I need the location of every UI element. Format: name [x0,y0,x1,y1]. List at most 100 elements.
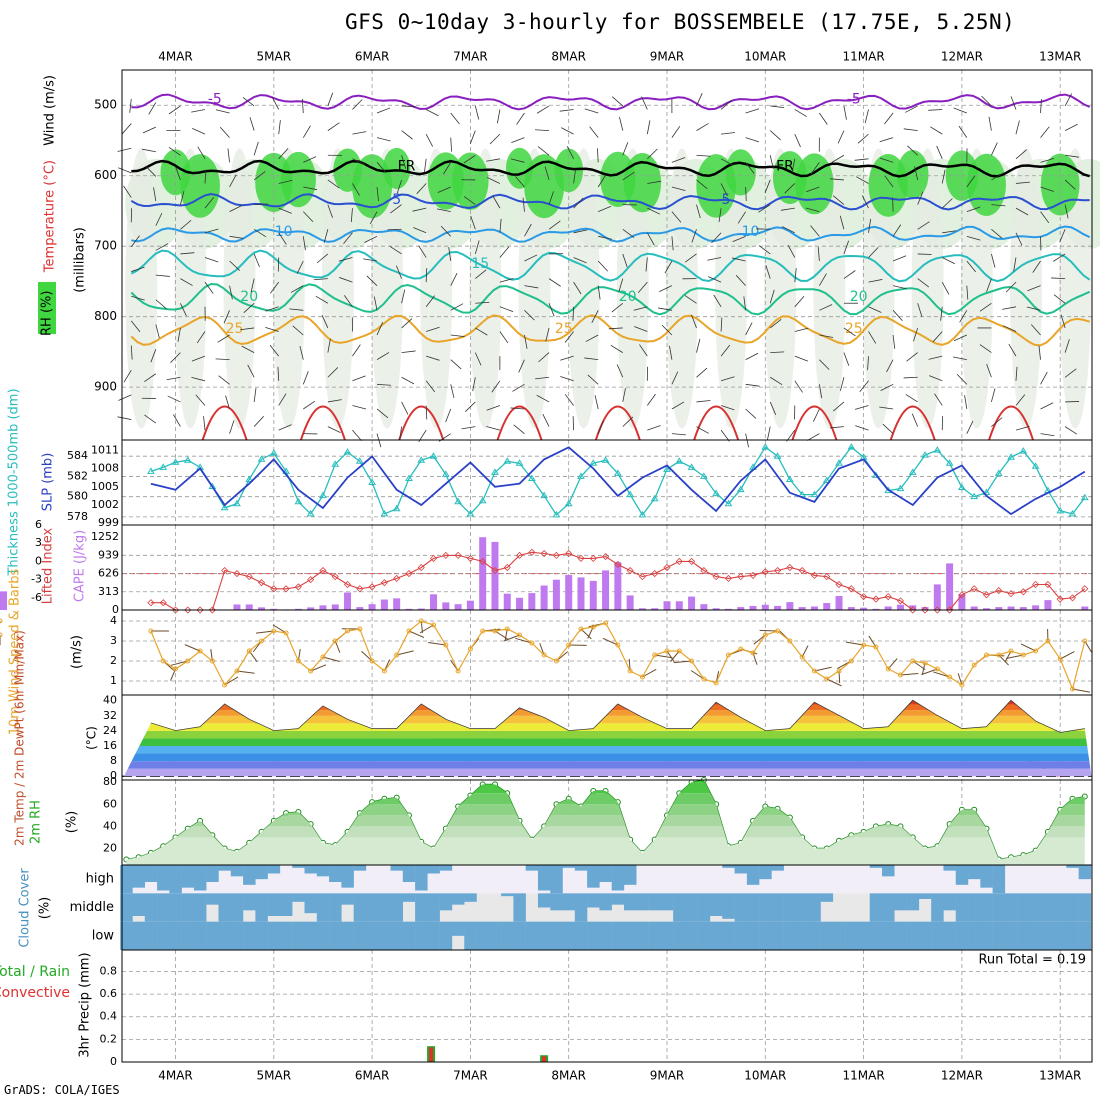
cape-bar [577,577,585,610]
wind-barb [1065,401,1080,403]
wind-barb [192,128,206,135]
wind-barb-10m [690,670,705,680]
thickness-point [392,504,401,512]
wind-barb [155,274,170,277]
thickness-line [150,446,1086,517]
wind-barb [610,344,623,353]
rh-background [122,70,1092,440]
wind-barb [269,281,280,294]
cape-bar [602,570,610,610]
wind-barb [745,108,760,114]
cloud-cell [279,893,293,916]
wind-barb [290,285,304,293]
wind-barb [986,363,992,378]
cloud-cell [697,921,711,950]
wind-barb [401,105,416,108]
thickness-point [626,490,635,498]
wind-speed-point [775,628,781,634]
lifted-index-point [1019,588,1027,596]
wind-barb [376,137,391,142]
lifted-index-point [1056,595,1064,603]
wind-barb [302,371,309,385]
thickness-point [724,499,733,507]
wind-barb [376,352,390,360]
isotherm-label: 5 [722,192,731,208]
wind-barb [537,146,550,156]
wind-barb [513,424,525,434]
lifted-index-point [761,568,769,576]
thickness-point [712,489,721,497]
cape-bar [638,608,646,610]
wind-speed-point [959,682,965,688]
run-total-label: Run Total = 0.19 [978,953,1086,968]
slp-tick-label: 1005 [91,480,119,493]
rh-green-blob [280,151,316,208]
rh-shade-tongue [616,148,649,429]
wind-barb [524,223,532,237]
lifted-index-point [221,566,229,575]
cloud-cell [501,893,514,897]
lifted-index-point [466,554,474,562]
lifted-index-point [417,563,425,572]
wind-barb [215,109,230,114]
wind-barb [854,158,869,161]
wind-barb [204,197,215,209]
wind-barb [942,230,957,234]
wind-barb [538,352,550,363]
wind-barb [991,388,996,403]
cape-bar [982,608,990,610]
cape-bar [724,608,732,610]
thickness-axis-label: Thickness 1000-500mb (dm) [7,388,22,576]
wind-barb [696,338,701,353]
wind-barb [464,401,476,412]
cape-bar [946,563,954,610]
wind-barb [327,179,340,189]
lifted-index-point [909,606,917,614]
cloud-cell [1029,893,1042,922]
wind-barb [966,420,974,434]
thickness-point [577,472,585,479]
wind-barb [810,225,820,237]
cape-bar [872,608,880,610]
wind-barb [622,388,626,403]
lifted-index-point [356,585,364,593]
wind-barb [191,377,206,382]
cape-bar [663,601,671,610]
wind-barb [510,407,525,410]
wind-barb [735,275,746,286]
wind-barb [854,405,869,410]
wind-barb [914,166,919,181]
thickness-point [761,443,770,450]
wind-barb [659,285,673,292]
wind-barb [696,179,708,190]
cape-bar [405,608,413,610]
wind-barb [843,352,850,366]
lifted-index-point [245,573,253,581]
wind-barb [511,137,525,143]
wind-barb [958,125,968,138]
thickness-point [908,468,917,475]
wind-barb [219,126,230,138]
cloud-cell [845,921,858,950]
wind-barb [1015,394,1026,406]
wind-barb [1010,96,1017,110]
wind-barb [930,126,943,135]
wind-barb-10m [224,676,239,686]
wind-barbs-group [117,92,1080,448]
cloud-cell [882,893,895,922]
rh-green-blob [180,154,220,218]
li-tick-label: -3 [31,573,42,586]
cape-tick-label: 939 [98,548,119,561]
lifted-index-point [442,551,450,559]
wind-speed-point [836,668,842,674]
wind-barb [1053,294,1066,304]
date-label-top: 10MAR [744,50,786,64]
cape-bar [958,594,966,610]
cloud-cell [206,865,219,882]
wind-barb [316,253,329,264]
wind-barb [1013,257,1017,272]
wind-speed-point [480,628,486,634]
rh-band [126,826,1085,838]
wind-barb [988,116,992,131]
cape-bar [344,592,352,610]
